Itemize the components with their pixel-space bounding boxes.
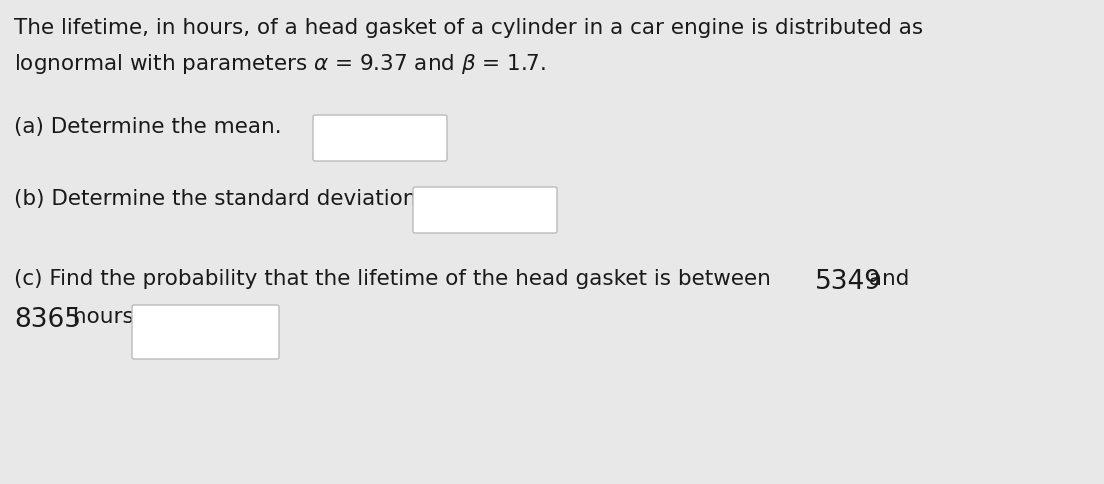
Text: lognormal with parameters $\alpha$ = 9.37 and $\beta$ = 1.7.: lognormal with parameters $\alpha$ = 9.3…: [14, 52, 545, 76]
Text: (b) Determine the standard deviation.: (b) Determine the standard deviation.: [14, 189, 423, 209]
Text: hours.: hours.: [66, 307, 140, 327]
Text: and: and: [862, 269, 910, 289]
Text: (c) Find the probability that the lifetime of the head gasket is between: (c) Find the probability that the lifeti…: [14, 269, 777, 289]
FancyBboxPatch shape: [413, 187, 558, 233]
Text: 5349: 5349: [815, 269, 882, 295]
FancyBboxPatch shape: [314, 115, 447, 161]
FancyBboxPatch shape: [132, 305, 279, 359]
Text: (a) Determine the mean.: (a) Determine the mean.: [14, 117, 282, 137]
Text: The lifetime, in hours, of a head gasket of a cylinder in a car engine is distri: The lifetime, in hours, of a head gasket…: [14, 18, 923, 38]
Text: 8365: 8365: [14, 307, 81, 333]
